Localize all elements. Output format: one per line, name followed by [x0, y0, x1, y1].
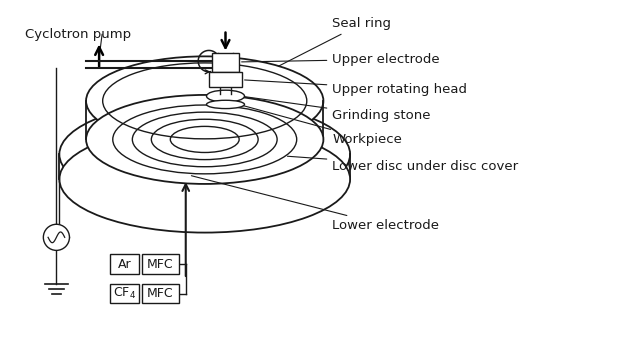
- Ellipse shape: [206, 100, 245, 109]
- Text: CF$_4$: CF$_4$: [113, 286, 136, 301]
- Text: Seal ring: Seal ring: [279, 17, 391, 66]
- Ellipse shape: [59, 126, 350, 232]
- Text: Cyclotron pump: Cyclotron pump: [25, 28, 131, 41]
- Bar: [110, 284, 140, 303]
- Ellipse shape: [86, 95, 323, 184]
- Text: MFC: MFC: [147, 287, 174, 300]
- Text: Upper rotating head: Upper rotating head: [245, 80, 467, 95]
- Circle shape: [43, 224, 69, 250]
- Bar: [142, 254, 179, 274]
- Ellipse shape: [86, 56, 323, 145]
- Text: Workpiece: Workpiece: [242, 105, 402, 146]
- Ellipse shape: [59, 101, 350, 208]
- Text: Ar: Ar: [118, 257, 131, 271]
- Text: Lower electrode: Lower electrode: [191, 176, 439, 232]
- Bar: [110, 254, 140, 274]
- Text: MFC: MFC: [147, 257, 174, 271]
- Bar: [142, 284, 179, 303]
- Bar: [209, 72, 242, 87]
- Text: Upper electrode: Upper electrode: [242, 53, 440, 66]
- Bar: [212, 53, 239, 72]
- Text: Grinding stone: Grinding stone: [243, 96, 431, 122]
- Ellipse shape: [206, 90, 245, 102]
- Text: Lower disc under disc cover: Lower disc under disc cover: [287, 156, 518, 173]
